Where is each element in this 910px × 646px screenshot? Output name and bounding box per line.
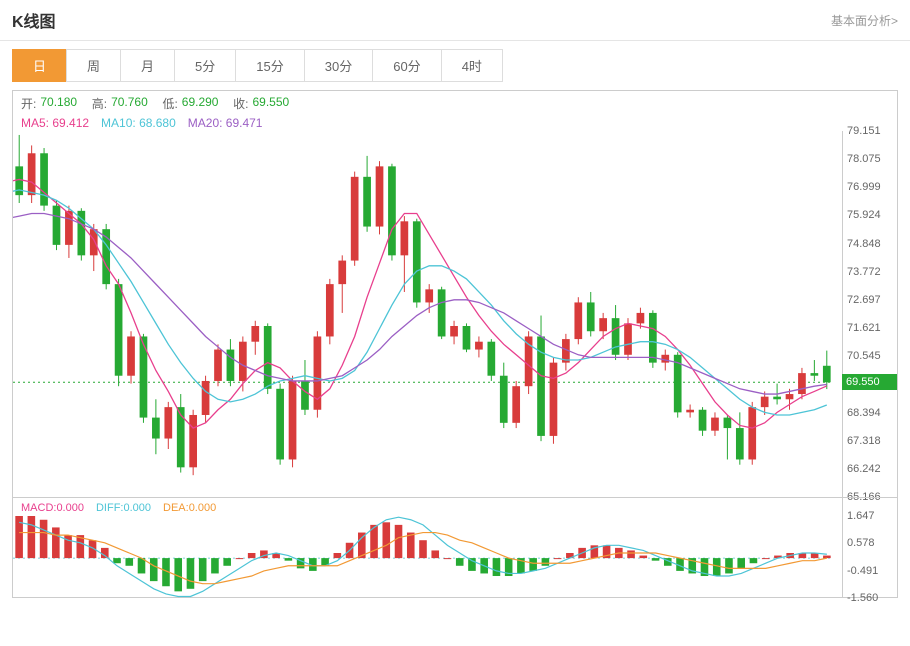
main-candlestick-chart[interactable]: 开:70.180 高:70.760 低:69.290 收:69.550 MA5:… bbox=[13, 91, 897, 497]
current-price-tag: 69.550 bbox=[842, 374, 897, 390]
macd-readout: MACD:0.000DIFF:0.000DEA:0.000 bbox=[13, 500, 224, 516]
macd-y-axis: 1.6470.578-0.491-1.560 bbox=[842, 498, 897, 597]
macd-y-tick: -1.560 bbox=[847, 592, 878, 604]
price-y-axis: 79.15178.07576.99975.92474.84873.77272.6… bbox=[842, 131, 897, 497]
timeframe-tab-0[interactable]: 日 bbox=[12, 49, 67, 82]
y-tick: 66.242 bbox=[847, 463, 881, 475]
y-tick: 76.999 bbox=[847, 181, 881, 193]
timeframe-tab-7[interactable]: 4时 bbox=[441, 49, 503, 82]
chart-title: K线图 bbox=[12, 8, 56, 32]
macd-y-tick: 1.647 bbox=[847, 510, 875, 522]
y-tick: 68.394 bbox=[847, 407, 881, 419]
macd-indicator-chart[interactable]: MACD:0.000DIFF:0.000DEA:0.000 1.647 0.578… bbox=[13, 497, 897, 597]
fundamental-analysis-link[interactable]: 基本面分析> bbox=[831, 12, 898, 29]
y-tick: 70.545 bbox=[847, 350, 881, 362]
macd-y-tick: 0.578 bbox=[847, 537, 875, 549]
macd-y-tick: -0.491 bbox=[847, 565, 878, 577]
ohlc-readout: 开:70.180 高:70.760 低:69.290 收:69.550 bbox=[13, 91, 897, 116]
y-tick: 74.848 bbox=[847, 238, 881, 250]
y-tick: 72.697 bbox=[847, 294, 881, 306]
y-tick: 79.151 bbox=[847, 125, 881, 137]
chart-area: 开:70.180 高:70.760 低:69.290 收:69.550 MA5:… bbox=[0, 90, 910, 610]
y-tick: 71.621 bbox=[847, 322, 881, 334]
chart-header: K线图 基本面分析> bbox=[0, 0, 910, 41]
timeframe-tab-4[interactable]: 15分 bbox=[235, 49, 304, 82]
timeframe-tabs: 日周月5分15分30分60分4时 bbox=[0, 41, 910, 90]
timeframe-tab-2[interactable]: 月 bbox=[120, 49, 175, 82]
y-tick: 75.924 bbox=[847, 209, 881, 221]
timeframe-tab-1[interactable]: 周 bbox=[66, 49, 121, 82]
y-tick: 67.318 bbox=[847, 435, 881, 447]
y-tick: 78.075 bbox=[847, 153, 881, 165]
timeframe-tab-5[interactable]: 30分 bbox=[304, 49, 373, 82]
y-tick: 73.772 bbox=[847, 266, 881, 278]
timeframe-tab-3[interactable]: 5分 bbox=[174, 49, 236, 82]
chart-box: 开:70.180 高:70.760 低:69.290 收:69.550 MA5:… bbox=[12, 90, 898, 598]
timeframe-tab-6[interactable]: 60分 bbox=[372, 49, 441, 82]
